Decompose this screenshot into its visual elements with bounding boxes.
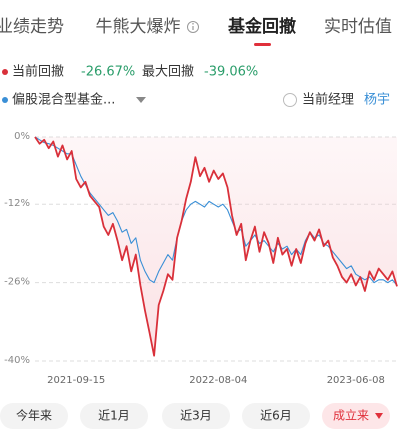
chart: 当前回撤0%-12%-26%-40%2021-09-152022-08-0420… [4,131,398,386]
range-button[interactable] [162,403,230,429]
drawdown-area [35,137,397,356]
range-button[interactable] [80,403,148,429]
range-button-label[interactable]: 近1月 [98,409,130,423]
current-drawdown-label: 当前回撤 [12,64,64,80]
tab[interactable]: 实时估值 [324,17,392,37]
range-button[interactable] [242,403,310,429]
tab[interactable]: 业绩走势 [0,17,64,37]
legend-dot [2,97,8,103]
dropdown-arrow[interactable] [136,97,146,103]
x-tick-label: 2023-06-08 [327,375,385,386]
info-icon[interactable] [187,21,199,33]
legend-label[interactable]: 偏股混合型基金... [12,92,115,108]
legend-dot [2,69,8,75]
series-line [34,136,398,286]
range-button[interactable] [0,403,68,429]
tab[interactable]: 基金回撤 [227,16,296,37]
y-tick-label: -40% [4,355,30,366]
range-button-label[interactable]: 成立来 [333,408,369,423]
tab-underline [254,43,271,46]
x-tick-label: 2021-09-15 [47,375,105,386]
x-tick-label: 2022-08-04 [189,375,247,386]
max-drawdown-label: 最大回撤 [142,64,194,80]
y-tick-label: -12% [4,198,30,209]
range-arrow[interactable] [375,413,383,419]
current-drawdown-value: -26.67% [81,65,135,80]
range-button[interactable] [322,403,390,429]
y-tick-label: -26% [4,277,30,288]
manager-label: 当前经理 [302,92,354,108]
y-tick-label: 0% [14,131,30,142]
range-button-label[interactable]: 今年来 [16,408,52,423]
manager-name[interactable]: 杨宇 [364,93,390,108]
max-drawdown-value: -39.06% [204,65,258,80]
tab[interactable]: 牛熊大爆炸 [96,17,181,37]
range-button-label[interactable]: 近3月 [180,409,212,423]
range-button-label[interactable]: 近6月 [260,409,292,423]
manager-checkbox[interactable] [283,93,297,107]
series-line [34,136,398,357]
